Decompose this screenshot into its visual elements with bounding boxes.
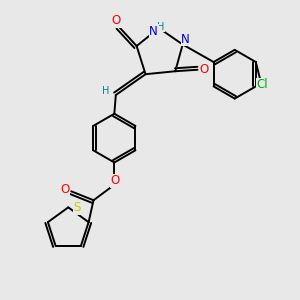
Text: O: O (60, 183, 69, 196)
Text: O: O (111, 174, 120, 188)
Text: N: N (181, 33, 190, 46)
Text: H: H (102, 85, 109, 96)
Text: S: S (74, 202, 81, 214)
Text: Cl: Cl (257, 78, 268, 92)
Text: H: H (157, 22, 164, 32)
Text: O: O (200, 63, 209, 76)
Text: O: O (112, 14, 121, 27)
Text: N: N (149, 25, 158, 38)
